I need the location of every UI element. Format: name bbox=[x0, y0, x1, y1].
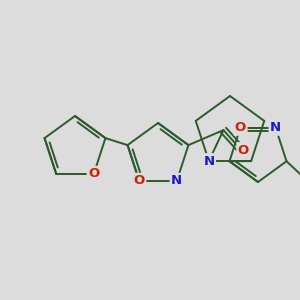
Text: N: N bbox=[171, 174, 182, 188]
Text: O: O bbox=[134, 174, 145, 188]
Text: O: O bbox=[238, 144, 249, 157]
Text: O: O bbox=[235, 121, 246, 134]
Text: N: N bbox=[270, 121, 281, 134]
Text: O: O bbox=[88, 167, 99, 180]
Text: N: N bbox=[203, 154, 214, 168]
